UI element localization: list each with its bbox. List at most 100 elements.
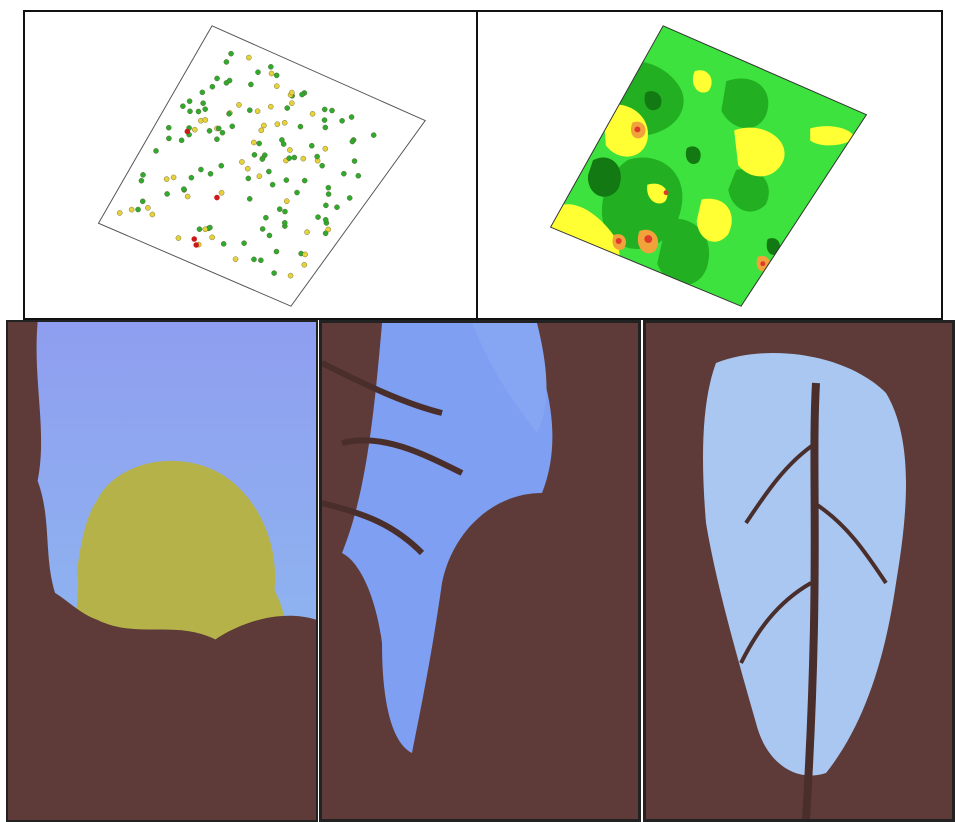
tree-point xyxy=(259,156,266,162)
tree-point xyxy=(218,189,225,196)
tree-point xyxy=(273,248,280,255)
tree-point xyxy=(274,121,281,127)
tree-point xyxy=(273,83,280,89)
tree-point xyxy=(322,217,329,223)
canopy-photo-1-left-trees xyxy=(8,322,58,620)
contour-dark-green-3 xyxy=(685,146,701,165)
tree-point xyxy=(258,127,265,134)
tree-point xyxy=(164,191,170,197)
tree-point xyxy=(116,210,123,216)
tree-point xyxy=(346,195,353,201)
tree-point xyxy=(245,175,252,182)
tree-point xyxy=(191,126,198,133)
canopy-photo-3-svg xyxy=(646,323,952,819)
tree-point xyxy=(351,158,358,164)
tree-point xyxy=(325,191,332,197)
tree-point xyxy=(254,108,261,114)
tree-point xyxy=(247,107,253,113)
tree-point xyxy=(287,272,294,279)
tree-point xyxy=(178,137,185,144)
tree-point xyxy=(319,162,325,169)
tree-position-map xyxy=(23,10,477,320)
tree-point xyxy=(187,108,193,115)
canopy-photo-3-branches xyxy=(739,441,888,664)
tree-point xyxy=(184,193,191,200)
contour-red-3 xyxy=(615,238,622,244)
canopy-photo-3 xyxy=(643,320,955,822)
tree-point xyxy=(180,103,186,109)
contour-dark-green-4 xyxy=(766,238,780,255)
tree-point-highlight xyxy=(214,194,220,201)
contour-fill-group xyxy=(550,25,867,307)
tree-point xyxy=(226,77,233,84)
tree-point xyxy=(166,124,172,131)
contour-mid-green-3 xyxy=(721,78,769,129)
tree-point-highlight xyxy=(193,242,199,248)
tree-point xyxy=(200,100,206,106)
tree-point xyxy=(322,230,329,237)
contour-red-5 xyxy=(760,261,766,267)
canopy-photo-1-lower-trees xyxy=(8,584,316,820)
tree-point xyxy=(267,103,274,110)
tree-point xyxy=(251,256,257,263)
tree-position-map-svg xyxy=(97,25,426,307)
canopy-photo-2-sky-gap-2 xyxy=(472,323,547,433)
contour-yellow-5 xyxy=(810,126,855,146)
canopy-contour-map-svg xyxy=(549,25,868,307)
tree-point xyxy=(219,129,226,136)
tree-point xyxy=(370,132,377,138)
tree-point xyxy=(246,54,252,61)
tree-point xyxy=(289,89,295,96)
tree-point xyxy=(271,270,277,276)
tree-point xyxy=(256,140,262,147)
tree-point xyxy=(321,117,328,123)
tree-point xyxy=(244,165,251,172)
tree-point xyxy=(220,241,227,247)
tree-point xyxy=(218,162,225,169)
tree-point xyxy=(207,224,213,231)
canopy-photo-3-sky-gap xyxy=(703,353,906,776)
tree-point xyxy=(334,204,340,211)
tree-point xyxy=(163,176,170,182)
tree-point xyxy=(325,184,332,191)
canopy-photo-1-svg xyxy=(8,322,316,820)
tree-point xyxy=(215,125,222,132)
canopy-photo-2-branches xyxy=(322,360,464,556)
tree-point xyxy=(268,70,275,77)
tree-point xyxy=(195,108,202,115)
tree-point xyxy=(263,214,269,221)
tree-point xyxy=(139,198,146,205)
tree-point xyxy=(279,137,285,143)
tree-point xyxy=(276,206,283,212)
tree-point-highlight xyxy=(191,236,197,242)
tree-point xyxy=(236,102,242,108)
tree-point xyxy=(299,91,305,98)
contour-dark-green-2 xyxy=(644,91,662,111)
tree-point xyxy=(202,226,209,233)
contour-red-1 xyxy=(634,126,641,133)
tree-point xyxy=(198,166,204,173)
tree-point xyxy=(214,136,220,143)
tree-point xyxy=(246,196,253,202)
tree-point xyxy=(206,128,213,134)
tree-point xyxy=(223,59,230,65)
tree-point xyxy=(232,256,239,262)
tree-point xyxy=(170,174,177,181)
tree-point xyxy=(321,106,328,113)
contour-mid-green-5 xyxy=(728,169,769,212)
tree-point xyxy=(256,173,263,180)
tree-point xyxy=(301,262,308,268)
tree-point xyxy=(209,234,215,241)
tree-point xyxy=(135,206,141,213)
tree-point xyxy=(248,81,254,88)
tree-point xyxy=(255,69,261,75)
tree-point xyxy=(341,170,347,177)
tree-point xyxy=(289,100,295,106)
tree-point xyxy=(297,123,304,130)
tree-point xyxy=(273,72,280,79)
tree-point xyxy=(202,106,208,112)
contour-base xyxy=(550,25,867,307)
tree-point xyxy=(241,240,247,246)
tree-point xyxy=(309,111,316,117)
tree-point xyxy=(282,208,288,215)
